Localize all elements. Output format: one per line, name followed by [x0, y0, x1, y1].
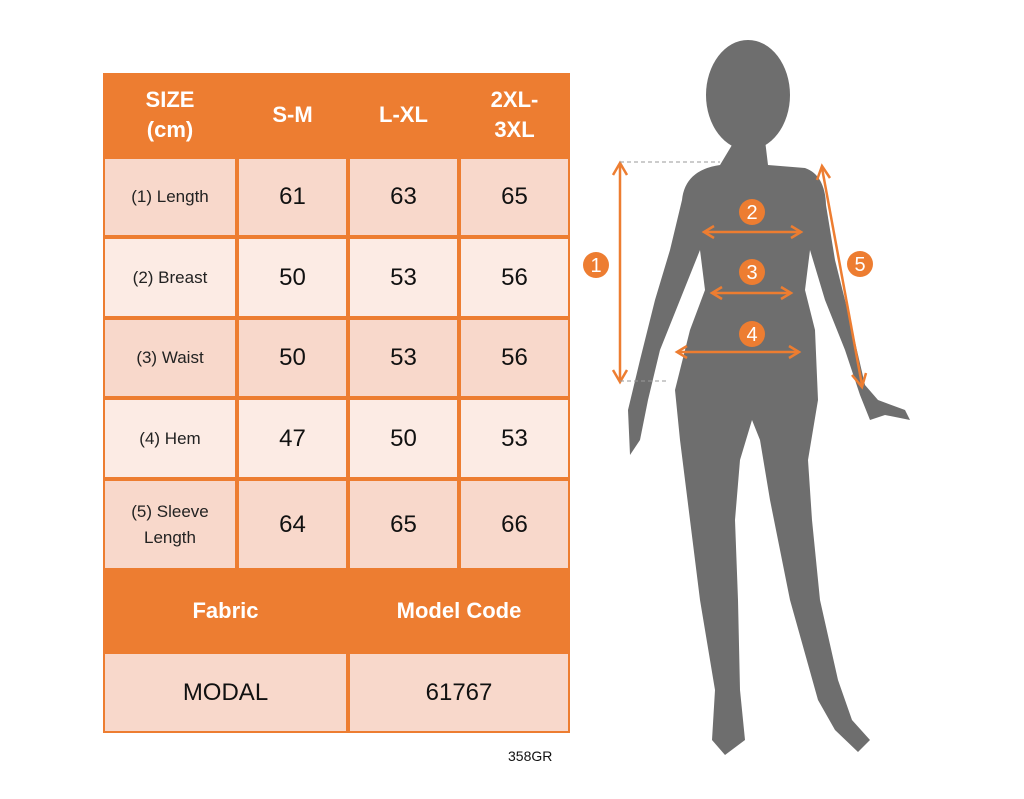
silhouette-icon: [628, 40, 910, 755]
marker-circle-2: [739, 199, 765, 225]
guide-lines: [620, 161, 720, 382]
value-cell: 61: [239, 159, 346, 235]
product-code: 358GR: [508, 748, 553, 764]
marker-circle-1: [583, 252, 609, 278]
marker-circle-4: [739, 321, 765, 347]
row-label: (1) Length: [105, 159, 235, 235]
measurement-markers: 1 2 3 4 5: [583, 199, 873, 347]
fabric-header: Fabric: [192, 598, 259, 623]
body-silhouette-figure: 1 2 3 4 5: [583, 40, 910, 755]
value-cell: 53: [461, 400, 568, 477]
marker-circle-5: [847, 251, 873, 277]
marker-label: 1: [590, 255, 601, 277]
model-code-value: 61767: [350, 654, 568, 731]
value-cell: 53: [350, 239, 457, 316]
value-cell: 65: [350, 481, 457, 568]
header-cell: 2XL- 3XL: [490, 87, 539, 142]
measurement-lines: [611, 160, 868, 390]
header-cell: L-XL: [379, 102, 428, 127]
header-cell: S-M: [272, 102, 313, 127]
size-table: SIZE (cm) S-M L-XL 2XL- 3XL (1) Length 61 63 65…: [103, 73, 570, 733]
value-cell: 50: [239, 320, 346, 396]
value-cell: 47: [239, 400, 346, 477]
value-cell: 56: [461, 320, 568, 396]
marker-label: 2: [746, 202, 757, 224]
value-cell: 50: [239, 239, 346, 316]
value-cell: 64: [239, 481, 346, 568]
row-label: (2) Breast: [105, 239, 235, 316]
row-label: (4) Hem: [105, 400, 235, 477]
header-cell: SIZE (cm): [145, 87, 195, 142]
marker-label: 5: [854, 254, 865, 276]
value-cell: 50: [350, 400, 457, 477]
value-cell: 63: [350, 159, 457, 235]
value-cell: 65: [461, 159, 568, 235]
value-cell: 56: [461, 239, 568, 316]
marker-label: 4: [746, 324, 757, 346]
marker-label: 3: [746, 262, 757, 284]
model-code-header: Model Code: [396, 598, 522, 623]
row-label: (3) Waist: [105, 320, 235, 396]
value-cell: 66: [461, 481, 568, 568]
value-cell: 53: [350, 320, 457, 396]
marker-circle-3: [739, 259, 765, 285]
fabric-value: MODAL: [105, 654, 346, 731]
row-label: (5) Sleeve Length: [105, 481, 235, 568]
